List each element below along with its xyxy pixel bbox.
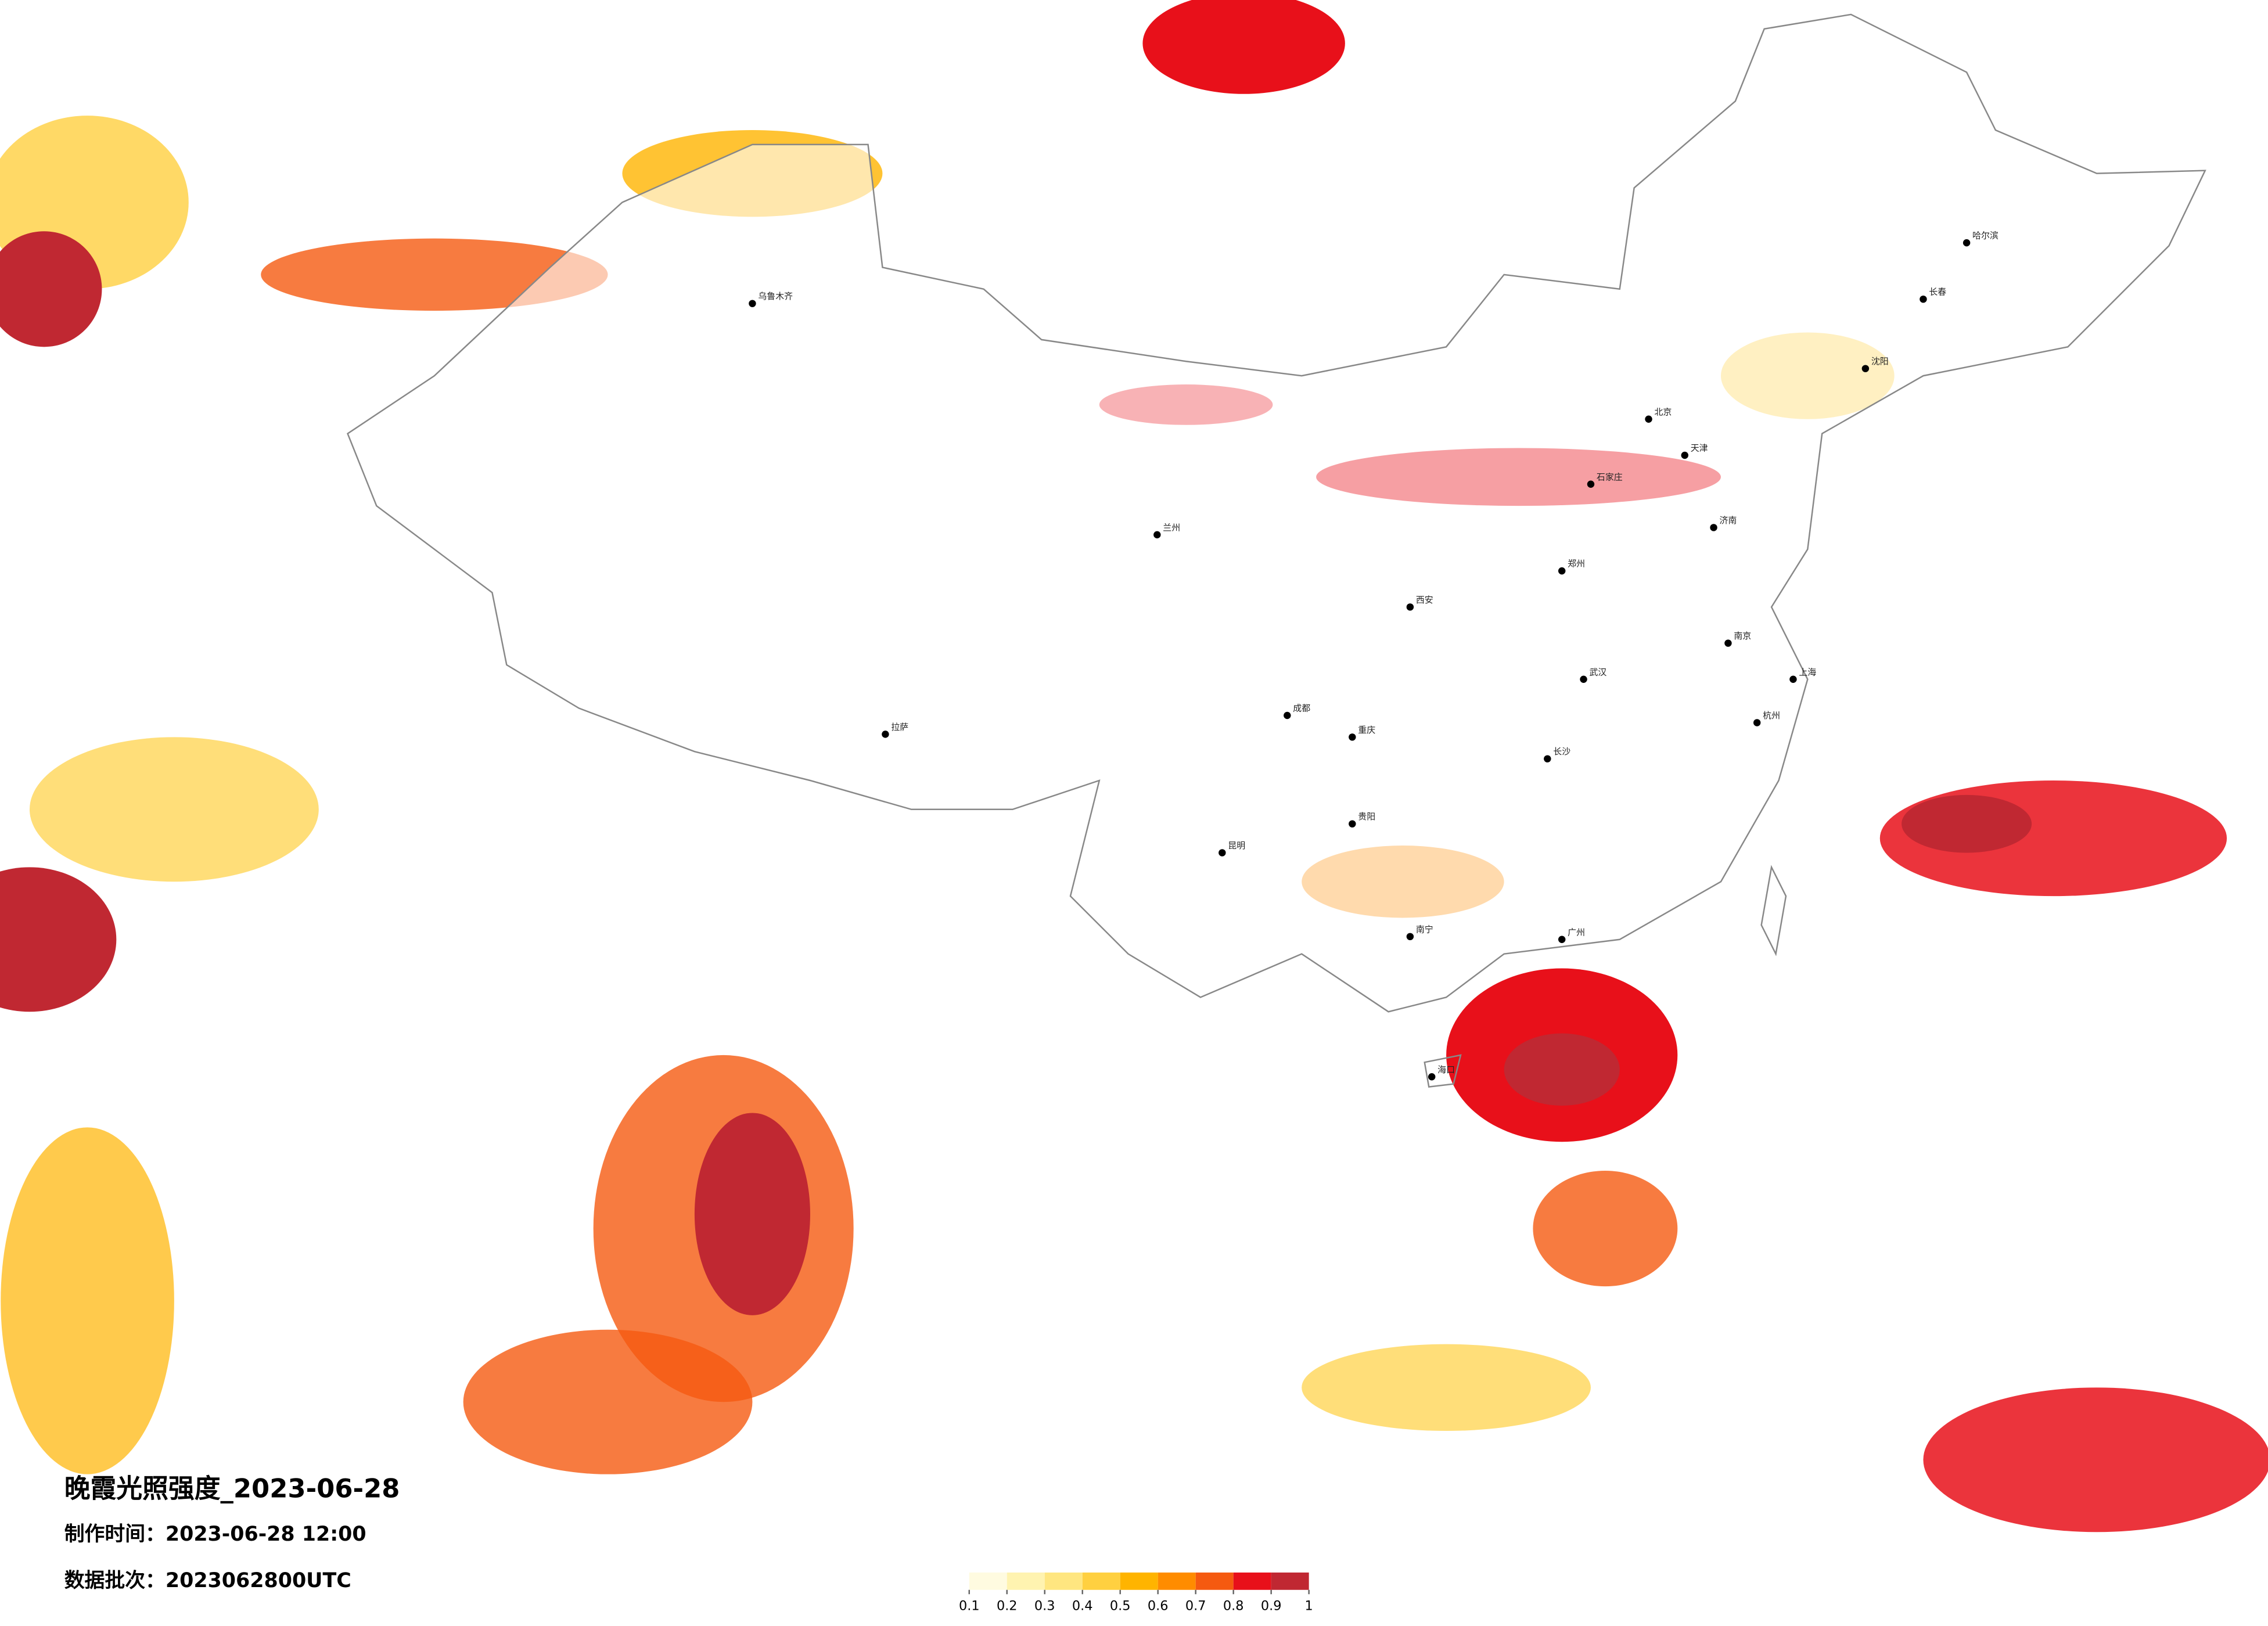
city-dot: [1789, 675, 1797, 683]
legend-label: 0.1: [959, 1599, 980, 1614]
legend-label: 0.2: [997, 1599, 1018, 1614]
china-border: [347, 13, 2206, 1013]
hainan: [1424, 1054, 1462, 1088]
legend-swatch: [1120, 1572, 1158, 1590]
city-dot: [1724, 639, 1732, 647]
city-dot: [1406, 603, 1414, 611]
city-dot: [1920, 295, 1927, 303]
city-dot: [1153, 531, 1161, 539]
city-label: 南宁: [1416, 924, 1433, 934]
city-dot: [1963, 239, 1971, 247]
city-dot: [749, 300, 756, 307]
city-label: 北京: [1655, 406, 1672, 417]
city-dot: [1284, 711, 1291, 720]
legend-label: 0.3: [1034, 1599, 1055, 1614]
legend-label: 0.8: [1223, 1599, 1244, 1614]
city-label: 哈尔滨: [1972, 231, 1999, 241]
city-label: 天津: [1691, 443, 1708, 454]
city-label: 长春: [1929, 287, 1946, 297]
batch: 数据批次：2023062800UTC: [64, 1569, 351, 1592]
legend-swatch: [969, 1572, 1007, 1590]
legend-label: 0.4: [1072, 1599, 1093, 1614]
legend-swatch: [1233, 1572, 1271, 1590]
city-label: 武汉: [1590, 667, 1607, 677]
city-dot: [1558, 936, 1566, 943]
legend-swatch: [1082, 1572, 1120, 1590]
city-dot: [1349, 820, 1356, 828]
city-dot: [1349, 733, 1356, 741]
legend-swatch: [1007, 1572, 1045, 1590]
city-label: 贵阳: [1358, 811, 1375, 822]
city-dot: [1558, 567, 1566, 575]
city-dot: [1861, 365, 1870, 372]
taiwan: [1760, 865, 1787, 956]
legend-swatch: [1044, 1572, 1083, 1590]
city-dot: [882, 731, 889, 738]
city-label: 南京: [1734, 631, 1751, 641]
city-label: 沈阳: [1871, 356, 1889, 366]
city-dot: [1428, 1073, 1436, 1081]
legend-label: 0.5: [1110, 1599, 1131, 1614]
legend: 0.1 0.2 0.3 0.4 0.5 0.6 0.7 0.8 0.9 1: [959, 1572, 1313, 1614]
legend-swatch: [1271, 1572, 1309, 1590]
city-dot: [1587, 480, 1595, 488]
city-label: 杭州: [1763, 710, 1780, 721]
city-label: 西安: [1416, 595, 1433, 605]
city-label: 海口: [1437, 1064, 1455, 1075]
city-dot: [1681, 451, 1688, 459]
city-label: 郑州: [1568, 559, 1585, 569]
city-label: 长沙: [1553, 746, 1570, 757]
city-dot: [1645, 415, 1652, 423]
legend-swatch: [1158, 1572, 1196, 1590]
city-dot: [1580, 675, 1587, 683]
legend-label: 0.7: [1185, 1599, 1206, 1614]
city-label: 昆明: [1228, 840, 1245, 851]
city-label: 石家庄: [1597, 472, 1623, 482]
city-dot: [1406, 933, 1414, 941]
made-time: 制作时间：2023-06-28 12:00: [64, 1523, 366, 1546]
city-label: 重庆: [1358, 725, 1375, 735]
city-dot: [1753, 719, 1761, 726]
city-label: 上海: [1799, 667, 1816, 677]
legend-label: 0.6: [1148, 1599, 1169, 1614]
city-dot: [1710, 524, 1717, 531]
title: 晚霞光照强度_2023-06-28: [64, 1473, 400, 1503]
legend-swatch: [1195, 1572, 1234, 1590]
city-dot: [1219, 849, 1226, 857]
city-label: 乌鲁木齐: [758, 291, 793, 301]
city-label: 济南: [1720, 515, 1737, 526]
legend-label: 1: [1305, 1599, 1313, 1614]
city-label: 兰州: [1163, 522, 1180, 533]
city-label: 成都: [1293, 703, 1310, 714]
city-label: 广州: [1568, 927, 1585, 937]
city-label: 拉萨: [891, 722, 908, 732]
city-dot: [1544, 755, 1551, 762]
legend-label: 0.9: [1261, 1599, 1282, 1614]
